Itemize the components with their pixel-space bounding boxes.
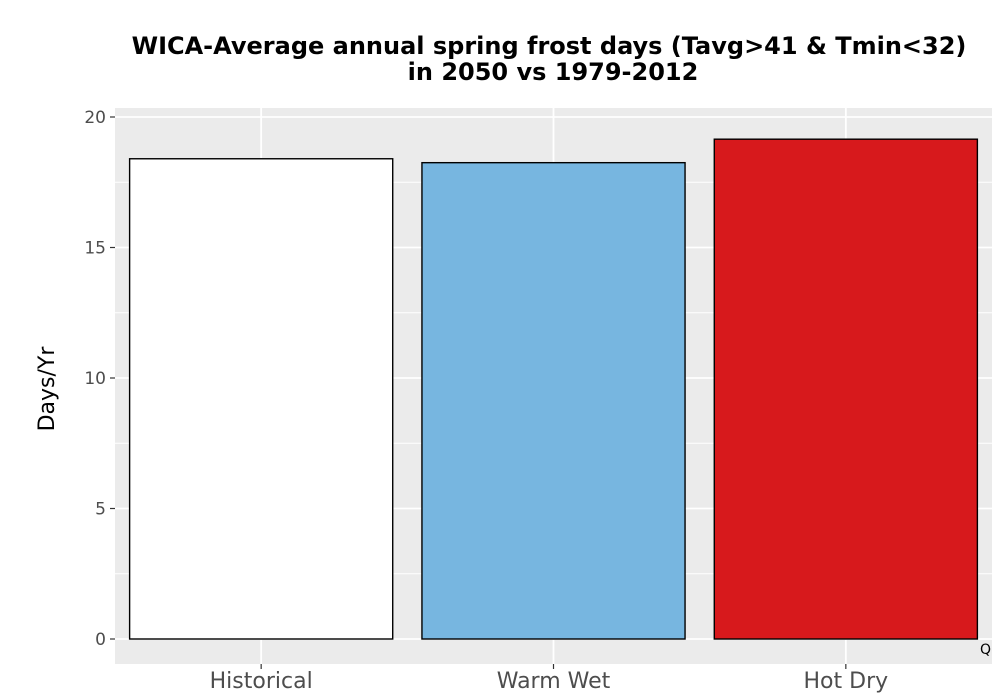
corner-mark: Q [980,642,991,658]
chart-title-line-1: WICA-Average annual spring frost days (T… [132,32,967,60]
y-tick-label: 0 [95,630,106,650]
y-axis-label: Days/Yr [35,346,60,432]
y-tick-label: 20 [84,108,106,128]
y-tick-label: 5 [95,500,106,520]
x-tick-label: Warm Wet [497,669,611,694]
y-tick-label: 10 [84,369,106,389]
x-tick-label: Hot Dry [804,669,889,694]
bar-historical [128,158,394,640]
x-tick-label: Historical [210,669,313,694]
y-tick-label: 15 [84,239,106,259]
bar-warm-wet [421,161,686,640]
chart-title-line-2: in 2050 vs 1979-2012 [408,58,699,86]
bar-hot-dry [713,138,979,640]
x-axis: Historical Warm Wet Hot Dry [210,664,889,694]
y-axis: 0 5 10 15 20 [84,108,115,650]
bars [128,138,979,640]
